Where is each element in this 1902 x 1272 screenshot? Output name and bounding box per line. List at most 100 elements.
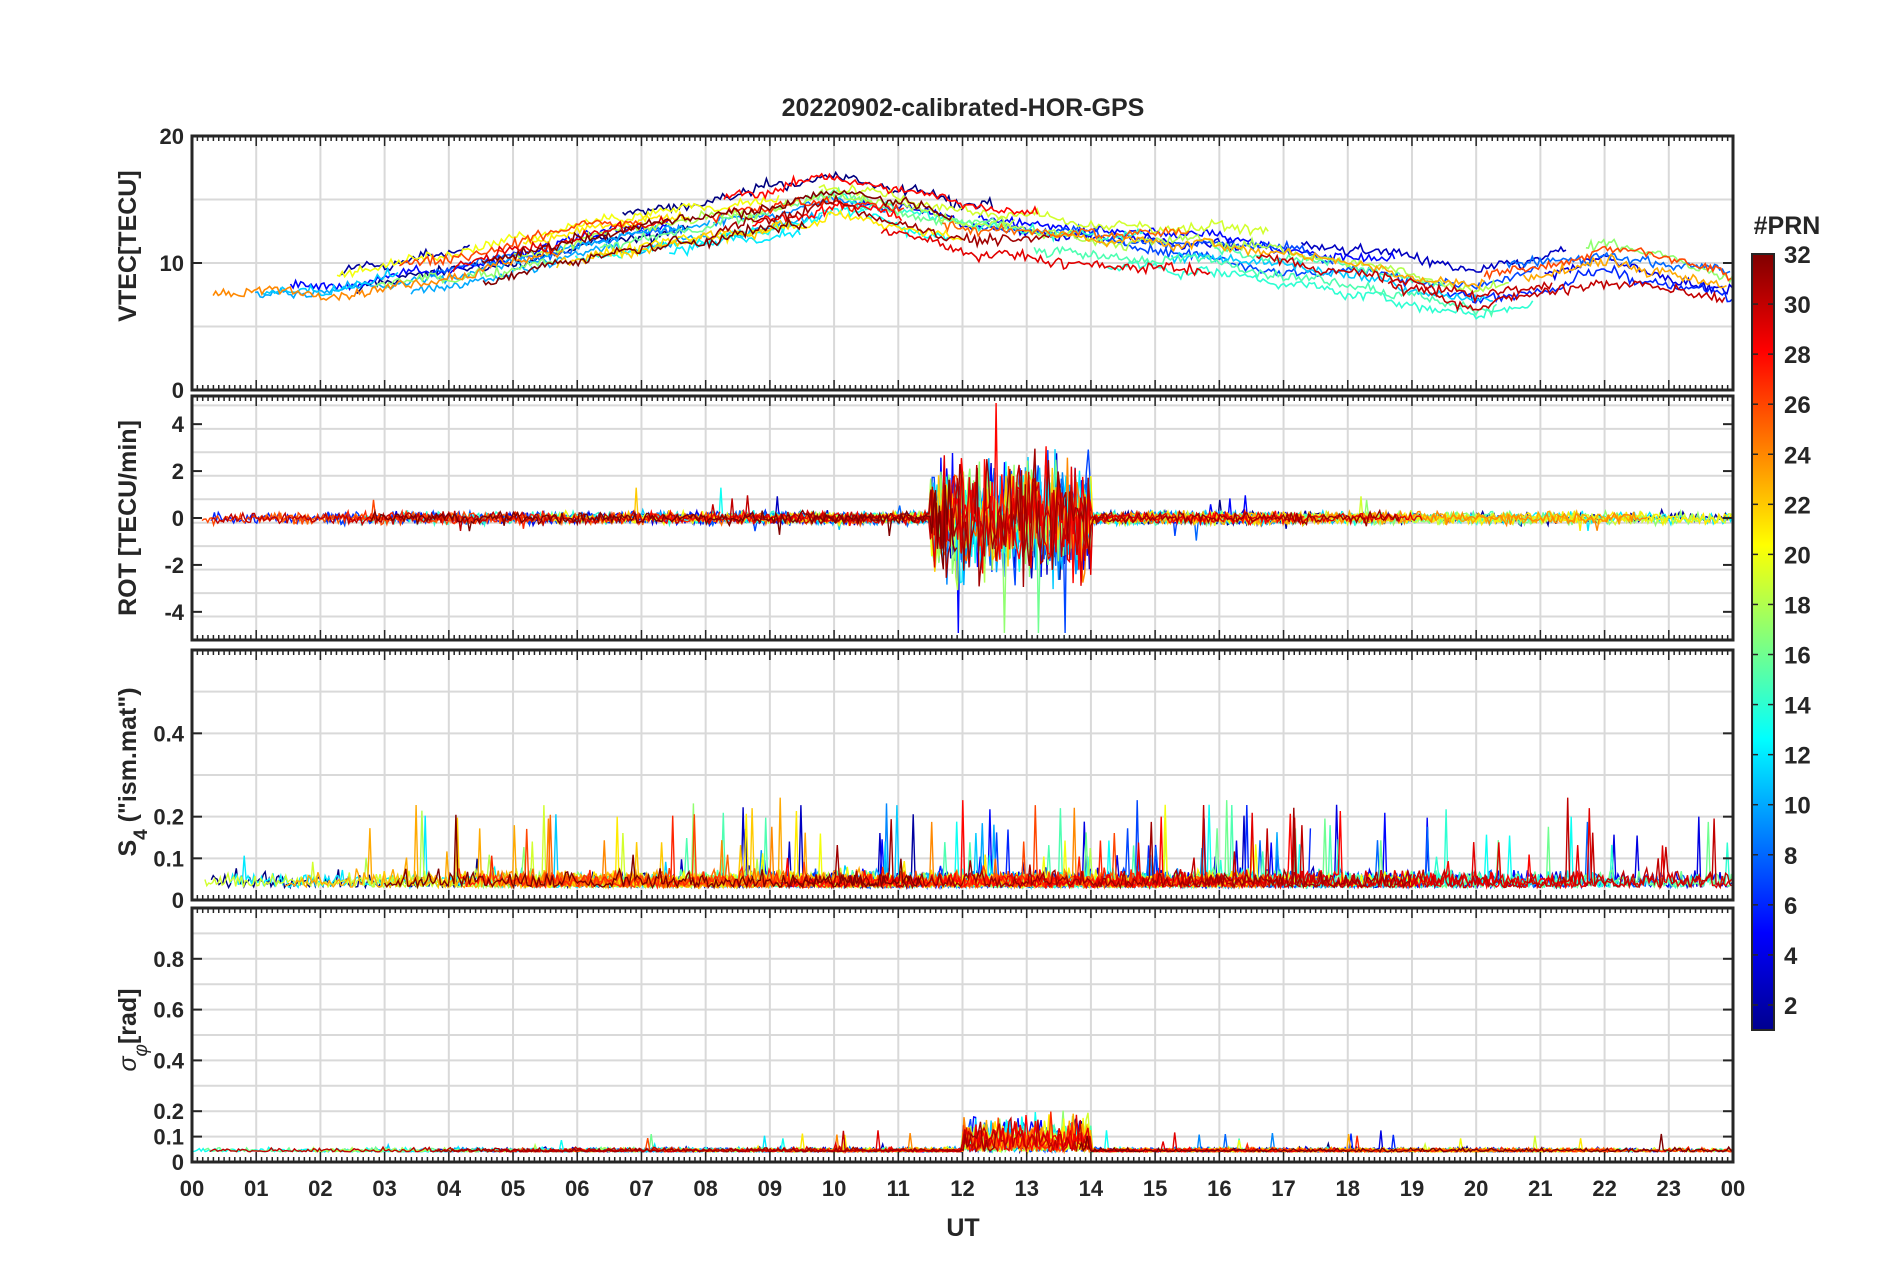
x-tick-label: 22 bbox=[1592, 1176, 1616, 1201]
x-tick-label: 06 bbox=[565, 1176, 589, 1201]
vtec-line-prn-17 bbox=[372, 258, 557, 290]
s4-ylabel-main: S bbox=[114, 840, 142, 857]
s4-ylabel: S4 ("ism.mat") bbox=[114, 687, 152, 856]
vtec-line-prn-11 bbox=[261, 266, 399, 297]
y-tick-label: 0 bbox=[172, 888, 184, 913]
colorbar-tick-label: 18 bbox=[1784, 592, 1811, 619]
colorbar-tick-label: 24 bbox=[1784, 442, 1811, 469]
s4-ylabel-sub: 4 bbox=[131, 829, 152, 840]
x-tick-label: 11 bbox=[887, 1176, 910, 1201]
panel-rot: -4 -2 0 2 4 ROT [TECU/min] bbox=[114, 394, 1735, 642]
sigma-phi-series bbox=[193, 1110, 1734, 1155]
series-line-prn-27 bbox=[343, 508, 721, 529]
y-tick-label: 0 bbox=[172, 506, 184, 531]
panel-vtec: 0 10 20 VTEC[TECU] bbox=[114, 124, 1735, 403]
series-line-prn-31 bbox=[807, 448, 1400, 588]
series-line-prn-30 bbox=[211, 464, 1134, 568]
series-line-prn-32 bbox=[383, 814, 923, 890]
x-tick-label: 04 bbox=[437, 1176, 462, 1201]
x-tick-label: 07 bbox=[629, 1176, 653, 1201]
y-tick-label: -2 bbox=[164, 553, 184, 578]
x-tick-label: 02 bbox=[308, 1176, 332, 1201]
x-tick-label: 08 bbox=[693, 1176, 717, 1201]
x-tick-label: 01 bbox=[244, 1176, 268, 1201]
colorbar-tick-label: 16 bbox=[1784, 643, 1811, 670]
colorbar-tick-label: 4 bbox=[1784, 943, 1798, 970]
vtec-line-prn-30 bbox=[1387, 279, 1726, 313]
vtec-ylabel: VTEC[TECU] bbox=[114, 170, 142, 321]
colorbar-tick-label: 26 bbox=[1784, 392, 1811, 419]
s4-series bbox=[204, 797, 1733, 891]
x-tick-label: 23 bbox=[1657, 1176, 1681, 1201]
vtec-line-prn-6 bbox=[1446, 264, 1733, 305]
y-tick-label: 10 bbox=[160, 251, 184, 276]
x-tick-label: 20 bbox=[1464, 1176, 1488, 1201]
series-line-prn-32 bbox=[369, 479, 958, 570]
x-tick-label: 15 bbox=[1143, 1176, 1167, 1201]
vtec-line-prn-8 bbox=[1505, 251, 1731, 276]
rot-ylabel: ROT [TECU/min] bbox=[114, 420, 142, 616]
vtec-line-prn-10 bbox=[254, 220, 711, 300]
x-tick-label: 13 bbox=[1014, 1176, 1038, 1201]
vtec-line-prn-28 bbox=[752, 199, 903, 227]
series-line-prn-31 bbox=[788, 807, 1412, 891]
vtec-series bbox=[212, 170, 1734, 320]
vtec-line-prn-23 bbox=[1049, 230, 1485, 290]
y-tick-label: 0.1 bbox=[153, 1125, 184, 1150]
y-tick-label: 0.2 bbox=[153, 805, 184, 830]
x-tick-label: 18 bbox=[1336, 1176, 1360, 1201]
y-tick-label: 0.6 bbox=[153, 998, 184, 1023]
x-tick-label: 17 bbox=[1271, 1176, 1295, 1201]
y-tick-label: 0.2 bbox=[153, 1099, 184, 1124]
vtec-line-prn-32 bbox=[481, 189, 953, 265]
colorbar-tick-label: 10 bbox=[1784, 793, 1811, 820]
rot-series bbox=[201, 402, 1734, 634]
panel-s4: 0 0.1 0.2 0.4 S4 ("ism.mat") bbox=[114, 648, 1735, 913]
vtec-line-prn-29 bbox=[880, 228, 1211, 277]
x-axis-label: UT bbox=[946, 1214, 979, 1242]
y-tick-label: 0 bbox=[172, 378, 184, 403]
x-tick-label: 05 bbox=[501, 1176, 525, 1201]
series-line-prn-31 bbox=[434, 1121, 997, 1153]
x-tick-label: 16 bbox=[1207, 1176, 1231, 1201]
y-tick-label: 0.4 bbox=[153, 721, 184, 746]
x-tick-label: 14 bbox=[1079, 1176, 1104, 1201]
y-tick-label: 20 bbox=[160, 124, 184, 149]
vtec-line-prn-8 bbox=[429, 223, 685, 277]
vtec-line-prn-22 bbox=[556, 219, 792, 269]
colorbar-tick-label: 14 bbox=[1784, 693, 1811, 720]
x-tick-label: 00 bbox=[1721, 1176, 1745, 1201]
vtec-line-prn-12 bbox=[669, 228, 801, 257]
vtec-line-prn-27 bbox=[710, 195, 905, 225]
y-tick-label: 0.4 bbox=[153, 1048, 184, 1073]
panel-sigma-phi: 00.10.2 0.4 0.6 0.8 σφ[rad] bbox=[114, 906, 1735, 1175]
colorbar-tick-label: 6 bbox=[1784, 893, 1797, 920]
colorbar-tick-label: 30 bbox=[1784, 292, 1811, 319]
y-tick-label: 2 bbox=[172, 459, 184, 484]
x-tick-label: 10 bbox=[822, 1176, 846, 1201]
colorbar-tick-label: 20 bbox=[1784, 542, 1811, 569]
y-tick-label: 0 bbox=[172, 1150, 184, 1175]
colorbar-tick-label: 12 bbox=[1784, 743, 1811, 770]
x-tick-labels: 00 01 02 03 04 05 06 07 08 09 10 11 12 13 14 15 16 17 18 19… bbox=[180, 1176, 1745, 1201]
vtec-line-prn-23 bbox=[1522, 253, 1727, 289]
series-line-prn-32 bbox=[1078, 1133, 1733, 1153]
vtec-line-prn-24 bbox=[212, 248, 563, 302]
colorbar-tick-label: 22 bbox=[1784, 492, 1811, 519]
colorbar-tick-label: 8 bbox=[1784, 843, 1797, 870]
vtec-line-prn-19 bbox=[818, 183, 1269, 237]
colorbar-label: #PRN bbox=[1754, 212, 1821, 240]
colorbar-gradient bbox=[1751, 253, 1775, 1031]
x-tick-label: 19 bbox=[1400, 1176, 1424, 1201]
y-tick-label: 0.8 bbox=[153, 947, 184, 972]
vtec-line-prn-28 bbox=[723, 172, 1039, 216]
vtec-line-prn-26 bbox=[399, 219, 645, 267]
vtec-line-prn-11 bbox=[1170, 251, 1493, 302]
vtec-line-prn-20 bbox=[336, 195, 780, 279]
colorbar-tick-label: 32 bbox=[1784, 242, 1811, 269]
vtec-line-prn-30 bbox=[1256, 253, 1553, 304]
x-tick-label: 00 bbox=[180, 1176, 204, 1201]
x-tick-label: 21 bbox=[1528, 1176, 1552, 1201]
